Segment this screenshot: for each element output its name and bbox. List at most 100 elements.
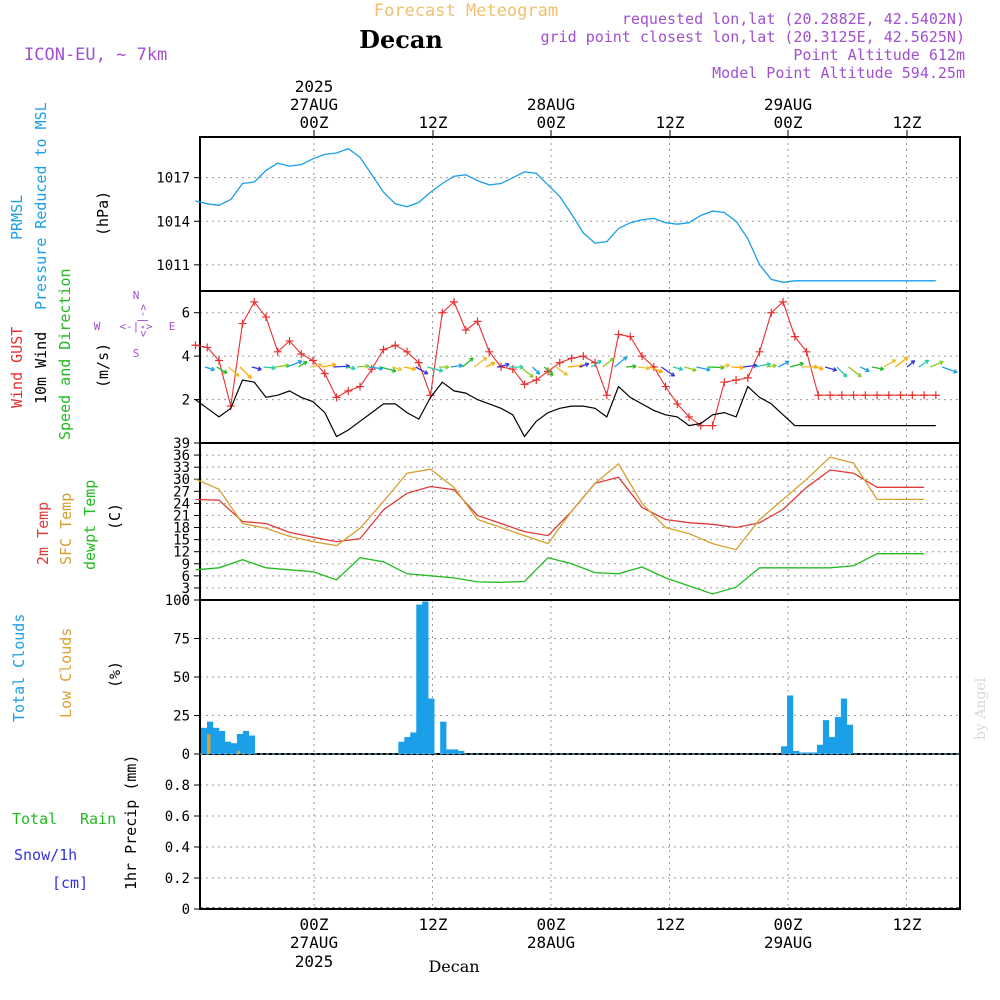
top-year-label: 2025 — [295, 77, 334, 96]
wind-arrow-head — [490, 361, 496, 367]
wind-arrow-head — [391, 368, 397, 373]
gust-marker — [485, 347, 494, 356]
gust-marker — [250, 297, 259, 306]
bottom-time-tick: 00Z — [537, 915, 566, 934]
point-altitude: Point Altitude 612m — [793, 46, 965, 64]
wind-arrow — [310, 364, 323, 368]
y-tick-labels: 1011101410172460369121518212427303336390… — [156, 171, 190, 918]
wind-arrow-head — [482, 356, 488, 362]
y-tick-label: 3 — [182, 581, 190, 597]
gust-marker — [638, 352, 647, 361]
y-tick-label: 50 — [173, 670, 190, 686]
wind-arrow — [719, 364, 730, 368]
gust-marker — [403, 347, 412, 356]
data-marks — [191, 147, 960, 909]
requested-coords: requested lon,lat (20.2882E, 42.5402N) — [622, 10, 965, 28]
wind-arrow-head — [670, 372, 676, 377]
gust-marker — [849, 391, 858, 400]
wind-arrow — [251, 366, 262, 371]
gust-marker — [297, 349, 306, 358]
model-label: ICON-EU, ~ 7km — [24, 45, 167, 65]
y-tick-label: 0.2 — [165, 871, 190, 887]
gust-marker — [414, 358, 423, 367]
x-tick-labels: 00Z 00Z 12Z 12Z 00Z 00Z 12Z 12Z 00Z 00Z 12Z 12Z — [300, 113, 922, 934]
y-tick-label: 18 — [173, 521, 190, 537]
y-tick-label: 24 — [173, 496, 190, 512]
clouds-label-total: Total Clouds — [10, 614, 28, 722]
wind-arrow — [239, 366, 252, 379]
grid-lines — [200, 137, 960, 909]
y-tick-label: 30 — [173, 472, 190, 488]
y-tick-label: 0 — [182, 902, 190, 918]
gust-marker — [790, 332, 799, 341]
wind-arrow-head — [222, 369, 228, 374]
total-cloud-bar — [428, 698, 435, 754]
top-date-27aug: 27AUG — [290, 95, 338, 114]
bottom-year-label: 2025 — [295, 952, 334, 971]
wind-arrow — [275, 364, 290, 368]
gust-marker — [579, 352, 588, 361]
y-tick-label: 6 — [182, 306, 190, 322]
wind-arrow-head — [529, 373, 534, 378]
wind-arrow-head — [411, 366, 417, 372]
wind-arrow-head — [799, 361, 804, 367]
precip-label-cm: [cm] — [52, 874, 88, 892]
bottom-time-tick: 12Z — [656, 915, 685, 934]
gust-marker — [743, 373, 752, 382]
wind-arrow — [684, 366, 697, 372]
wind-arrow-head — [234, 372, 240, 377]
gust-marker — [473, 317, 482, 326]
pressure-label-prmsl: PRMSL — [8, 195, 26, 240]
wind-arrow — [532, 366, 541, 375]
wind-arrow — [204, 366, 215, 371]
wind-arrow — [298, 360, 308, 368]
wind-arrow — [579, 363, 590, 368]
total-cloud-bar — [458, 750, 465, 754]
gust-marker — [755, 347, 764, 356]
temp-label-sfc: SFC Temp — [57, 493, 75, 565]
wind-arrow — [930, 360, 944, 368]
wind-arrow — [883, 359, 896, 368]
y-tick-label: 12 — [173, 545, 190, 561]
compass-e: E — [169, 320, 176, 333]
wind-arrow — [415, 366, 429, 375]
gust-marker — [450, 297, 459, 306]
total-cloud-bar — [804, 752, 812, 754]
total-cloud-bar — [422, 601, 429, 754]
wind-arrow-head — [706, 366, 711, 372]
compass-s: S — [133, 347, 140, 360]
wind-arrow-head — [535, 370, 541, 375]
total-cloud-bar — [242, 730, 250, 754]
wind-arrow-head — [609, 357, 615, 363]
temp-label-dewpt: dewpt Temp — [81, 480, 99, 570]
wind-arrow-head — [423, 370, 429, 375]
total-cloud-bar — [230, 743, 238, 754]
wind-arrow-head — [365, 363, 370, 369]
y-tick-label: 36 — [173, 448, 190, 464]
wind-arrow-head — [632, 364, 637, 369]
wind-arrow-head — [692, 367, 697, 372]
wind-arrow — [403, 366, 416, 371]
gust-marker — [191, 341, 200, 350]
gust-marker — [779, 297, 788, 306]
precip-unit: 1hr Precip (mm) — [122, 755, 140, 890]
wind-arrow-head — [772, 363, 777, 369]
compass-horizontal: <-|-> — [119, 320, 152, 333]
gust-marker — [837, 391, 846, 400]
y-tick-label: 4 — [182, 349, 190, 365]
bottom-time-tick: 00Z — [300, 915, 329, 934]
total-cloud-bar — [793, 750, 800, 754]
wind-arrow-head — [832, 367, 838, 372]
wind-arrow-head — [563, 371, 568, 376]
gust-marker — [332, 393, 341, 402]
y-tick-label: 27 — [173, 484, 190, 500]
wind-arrow-head — [739, 365, 744, 370]
wind-arrow — [333, 365, 350, 368]
gust-marker — [262, 313, 271, 322]
wind-arrow — [894, 356, 909, 368]
y-tick-label: 6 — [182, 569, 190, 585]
total-cloud-bar — [787, 695, 794, 754]
y-tick-label: 0 — [182, 747, 190, 763]
y-tick-label: 9 — [182, 557, 190, 573]
low-cloud-bar — [236, 750, 241, 754]
